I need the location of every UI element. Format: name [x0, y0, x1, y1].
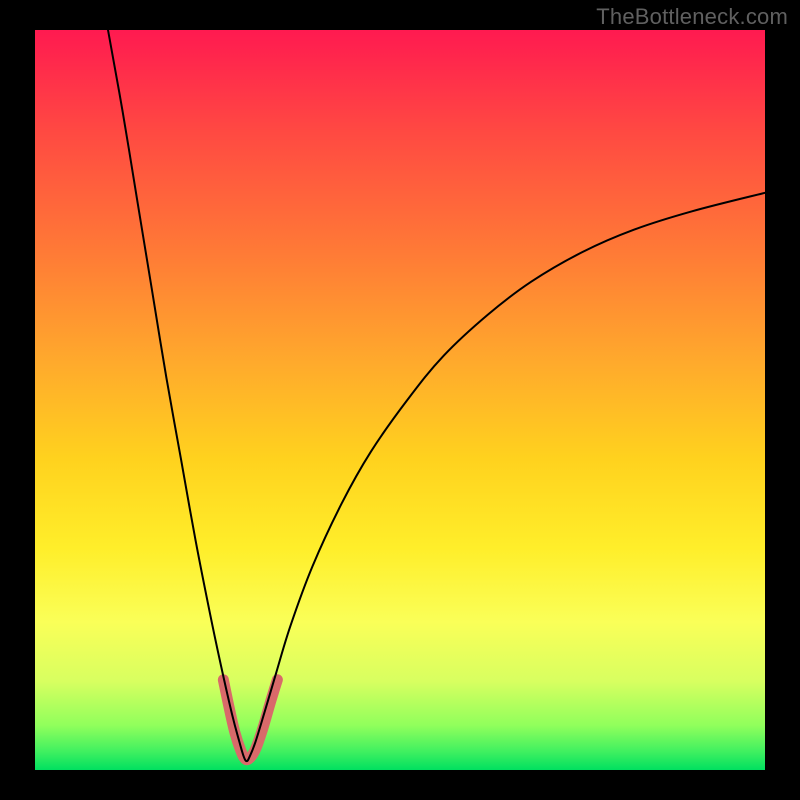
- plot-area: [35, 30, 765, 770]
- watermark-text: TheBottleneck.com: [596, 4, 788, 30]
- bottleneck-chart: [0, 0, 800, 800]
- chart-stage: TheBottleneck.com: [0, 0, 800, 800]
